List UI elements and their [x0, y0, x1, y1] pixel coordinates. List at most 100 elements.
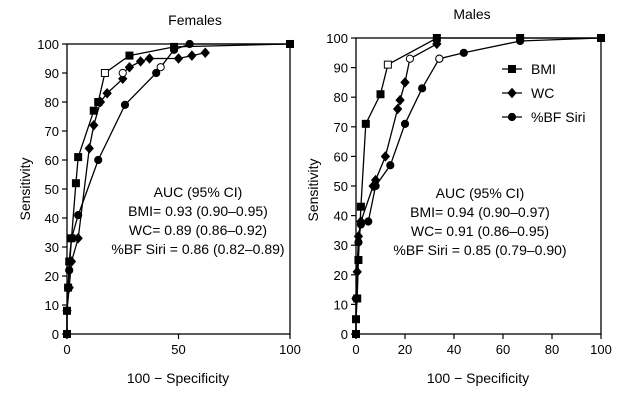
y-tick-label: 100 [37, 37, 59, 52]
bf-siri-point [62, 306, 72, 315]
males-title: Males [453, 6, 490, 22]
legend-bf-siri-label: %BF Siri [531, 109, 585, 125]
x-tick-label: 60 [496, 342, 510, 357]
y-tick-label: 10 [45, 298, 59, 313]
bf-siri-point [596, 33, 606, 43]
females-auc-wc: WC= 0.89 (0.86–0.92) [129, 222, 267, 238]
bmi-point [354, 256, 363, 264]
bf-siri-point [94, 155, 103, 165]
bmi-point [376, 90, 385, 99]
wc-point [84, 143, 94, 154]
wc-point [135, 56, 146, 67]
bf-siri-open-point [435, 54, 444, 63]
bf-siri-point [354, 238, 363, 247]
bf-siri-point [152, 68, 161, 78]
wc-point [187, 50, 197, 61]
bmi-open-point [383, 60, 392, 69]
y-tick-label: 90 [334, 61, 348, 76]
males-auc-bf: %BF Siri = 0.85 (0.79–0.90) [393, 242, 566, 258]
wc-point [400, 77, 410, 88]
males-panel: Males Sensitivity 100 − Specificity 0 10 2… [305, 6, 612, 386]
y-tick-label: 20 [334, 268, 348, 283]
x-tick-label: 0 [352, 342, 359, 357]
wc-point [432, 38, 442, 50]
wc-point [380, 151, 391, 162]
bf-siri-point [351, 294, 361, 303]
males-auc-annotation: AUC (95% CI) BMI= 0.94 (0.90–0.97) WC= 0… [393, 185, 566, 258]
y-tick-label: 20 [45, 269, 59, 284]
y-tick-label: 0 [341, 327, 348, 342]
y-tick-label: 80 [334, 90, 348, 105]
bf-siri-point [371, 181, 380, 191]
y-tick-label: 30 [334, 238, 348, 253]
males-auc-bmi: BMI= 0.94 (0.90–0.97) [410, 204, 550, 220]
y-tick-label: 60 [45, 153, 59, 168]
bmi-point [125, 51, 134, 60]
bf-siri-point [356, 220, 365, 229]
y-tick-label: 50 [45, 182, 59, 197]
bf-siri-open-point [156, 63, 165, 72]
wc-point [102, 88, 112, 99]
wc-point [89, 119, 99, 131]
y-tick-label: 40 [334, 209, 348, 224]
males-x-axis-label: 100 − Specificity [427, 370, 529, 386]
females-auc-header: AUC (95% CI) [154, 184, 243, 200]
wc-point [173, 53, 184, 64]
wc-point [95, 96, 106, 108]
bf-siri-point [64, 283, 73, 292]
females-series [62, 39, 295, 340]
bf-siri-point [285, 39, 295, 49]
bmi-point [71, 179, 80, 188]
females-title: Females [168, 12, 222, 28]
bf-siri-point [74, 211, 83, 220]
legend-bmi-marker [508, 65, 516, 73]
x-tick-label: 40 [447, 342, 461, 357]
bf-siri-point [62, 329, 72, 339]
males-auc-header: AUC (95% CI) [436, 185, 525, 201]
males-tick-labels: 0 10 20 30 40 50 60 70 80 90 100 0 20 40 60 80 100 [326, 31, 612, 357]
bf-siri-point [459, 48, 468, 57]
y-tick-label: 70 [45, 124, 59, 139]
bf-siri-point [185, 39, 194, 49]
bmi-point [361, 119, 370, 128]
females-y-axis-label: Sensitivity [17, 157, 33, 220]
legend-wc-marker [507, 87, 517, 99]
bf-siri-point [418, 84, 427, 93]
y-tick-label: 80 [45, 95, 59, 110]
legend-bf-siri-marker [507, 112, 517, 122]
wc-open-point [405, 54, 414, 63]
y-tick-label: 70 [334, 120, 348, 135]
y-tick-label: 0 [52, 327, 59, 342]
legend-wc-label: WC [531, 85, 554, 101]
bmi-open-point [100, 69, 109, 77]
females-tick-labels: 0 10 20 30 40 50 60 70 80 90 100 0 50 100 [37, 37, 301, 357]
legend-bmi-label: BMI [531, 61, 556, 77]
y-tick-label: 50 [334, 179, 348, 194]
males-legend: BMI WC %BF Siri [502, 61, 585, 125]
x-tick-label: 100 [279, 342, 301, 357]
wc-point [73, 233, 83, 244]
bmi-point [356, 202, 365, 211]
y-tick-label: 100 [326, 31, 348, 46]
y-tick-label: 10 [334, 297, 348, 312]
y-tick-label: 60 [334, 149, 348, 164]
bmi-point [74, 153, 83, 162]
bf-siri-point [67, 234, 76, 243]
females-panel: Females Sensitivity 100 − Specificity 0 1… [17, 12, 301, 386]
females-auc-annotation: AUC (95% CI) BMI= 0.93 (0.90–0.95) WC= 0… [111, 184, 284, 257]
wc-point [124, 61, 135, 73]
males-series [351, 33, 606, 340]
x-tick-label: 50 [171, 342, 185, 357]
y-tick-label: 30 [45, 240, 59, 255]
y-tick-label: 90 [45, 66, 59, 81]
bf-siri-point [65, 266, 74, 275]
x-tick-label: 0 [63, 342, 70, 357]
bf-siri-point [351, 329, 361, 339]
wc-open-point [118, 68, 127, 78]
females-auc-bmi: BMI= 0.93 (0.90–0.95) [128, 203, 268, 219]
females-x-axis-label: 100 − Specificity [127, 370, 229, 386]
wc-point [392, 103, 403, 115]
females-auc-bf: %BF Siri = 0.86 (0.82–0.89) [111, 241, 284, 257]
